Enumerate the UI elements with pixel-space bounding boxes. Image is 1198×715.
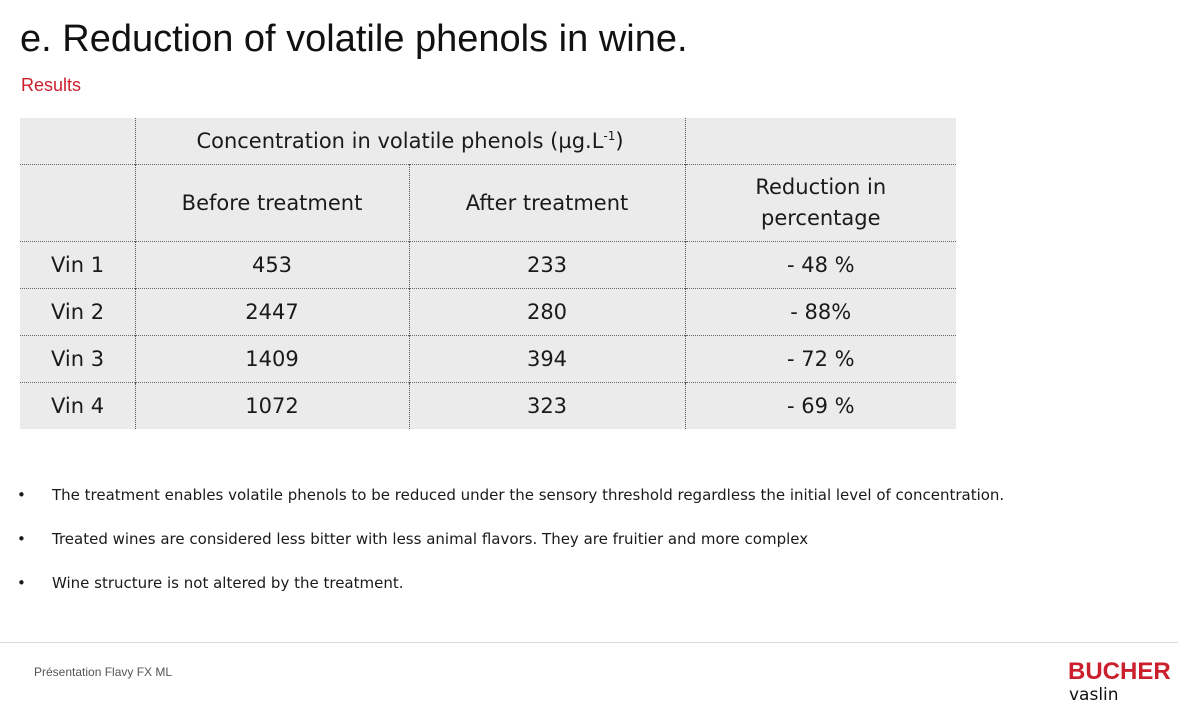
before-value-cell: 1409 bbox=[135, 335, 410, 383]
wine-name-cell: Vin 2 bbox=[20, 288, 136, 336]
after-value-cell: 323 bbox=[409, 382, 686, 429]
bullet-dot-icon: • bbox=[17, 530, 26, 548]
table-row: Vin 1 453 233 - 48 % bbox=[20, 241, 957, 289]
before-value-cell: 1072 bbox=[135, 382, 410, 429]
table-row: Vin 4 1072 323 - 69 % bbox=[20, 382, 956, 429]
reduction-value-cell: - 72 % bbox=[786, 347, 855, 371]
bullet-dot-icon: • bbox=[17, 486, 26, 504]
table-header-row-2: Before treatment After treatment Reducti… bbox=[20, 164, 957, 242]
footer-divider bbox=[0, 642, 1178, 643]
empty-header-cell-right bbox=[685, 118, 956, 165]
bullet-text: Treated wines are considered less bitter… bbox=[52, 530, 809, 548]
table-header-row-1: Concentration in volatile phenols (µg.L-… bbox=[20, 118, 957, 165]
concentration-header: Concentration in volatile phenols (µg.L-… bbox=[135, 118, 686, 165]
wine-name-cell: Vin 1 bbox=[20, 241, 136, 289]
table-row: Vin 2 2447 280 - 88% bbox=[20, 288, 957, 336]
reduction-value-cell: - 69 % bbox=[786, 394, 855, 418]
table-row: Vin 3 1409 394 - 72 % bbox=[20, 335, 957, 383]
bucher-vaslin-logo: BUCHER vaslin bbox=[1068, 658, 1180, 708]
bullet-dot-icon: • bbox=[17, 574, 26, 592]
slide-subtitle: Results bbox=[21, 75, 82, 95]
logo-sub: vaslin bbox=[1069, 685, 1119, 705]
after-value-cell: 233 bbox=[409, 241, 686, 289]
slide-title: e. Reduction of volatile phenols in wine… bbox=[20, 18, 688, 60]
footer-text: Présentation Flavy FX ML bbox=[34, 665, 173, 679]
before-value-cell: 2447 bbox=[135, 288, 410, 336]
bullet-text: The treatment enables volatile phenols t… bbox=[52, 486, 1005, 504]
before-treatment-header: Before treatment bbox=[135, 164, 410, 242]
after-treatment-header: After treatment bbox=[409, 164, 686, 242]
after-value-cell: 394 bbox=[409, 335, 686, 383]
after-value-cell: 280 bbox=[409, 288, 686, 336]
before-value-cell: 453 bbox=[135, 241, 410, 289]
results-table: Concentration in volatile phenols (µg.L-… bbox=[20, 118, 957, 429]
empty-header-cell bbox=[20, 118, 136, 165]
empty-header-cell bbox=[20, 164, 136, 242]
bullet-text: Wine structure is not altered by the tre… bbox=[52, 574, 404, 592]
reduction-value-cell: - 88% bbox=[790, 300, 852, 324]
wine-name-cell: Vin 3 bbox=[20, 335, 136, 383]
logo-brand: BUCHER bbox=[1068, 658, 1171, 685]
wine-name-cell: Vin 4 bbox=[20, 382, 136, 429]
reduction-value-cell: - 48 % bbox=[786, 253, 855, 277]
reduction-header: Reduction in percentage bbox=[755, 175, 887, 230]
